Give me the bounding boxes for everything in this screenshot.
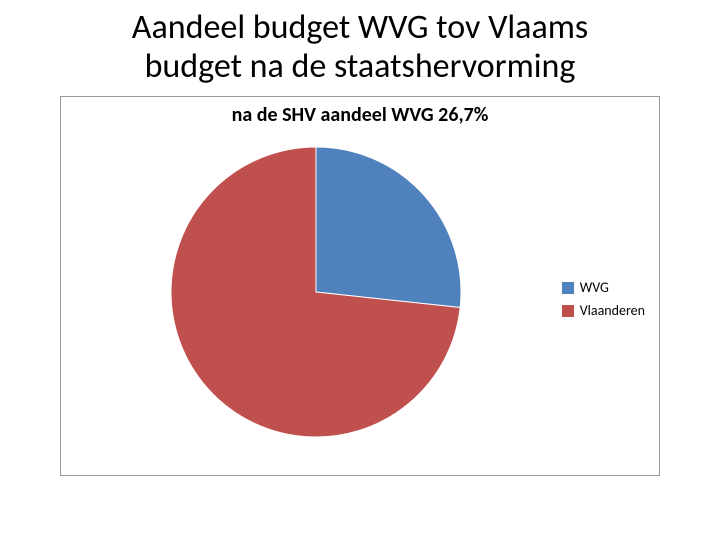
slide: Aandeel budget WVG tov Vlaams budget na … [0, 0, 720, 540]
legend-swatch-icon [562, 305, 574, 317]
slide-title-line1: Aandeel budget WVG tov Vlaams [132, 7, 588, 48]
legend: WVG Vlaanderen [562, 273, 645, 325]
chart-body: WVG Vlaanderen [61, 127, 659, 471]
legend-label: WVG [580, 279, 609, 296]
legend-item-vlaanderen: Vlaanderen [562, 302, 645, 319]
legend-label: Vlaanderen [580, 302, 645, 319]
pie-chart [171, 147, 461, 442]
slide-title: Aandeel budget WVG tov Vlaams budget na … [0, 0, 720, 86]
legend-swatch-icon [562, 282, 574, 294]
chart-container: na de SHV aandeel WVG 26,7% WVG Vlaandere… [60, 96, 660, 476]
chart-title: na de SHV aandeel WVG 26,7% [61, 103, 659, 127]
pie-slice-wvg [316, 147, 461, 307]
slide-title-line2: budget na de staatshervorming [145, 46, 576, 87]
legend-item-wvg: WVG [562, 279, 645, 296]
pie-svg [171, 147, 461, 437]
